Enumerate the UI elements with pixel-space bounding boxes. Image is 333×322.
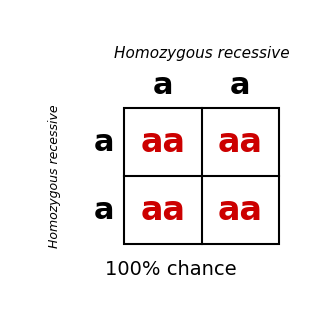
Text: aa: aa: [141, 126, 185, 159]
Text: Homozygous recessive: Homozygous recessive: [114, 46, 289, 61]
Text: a: a: [153, 71, 173, 100]
Text: aa: aa: [218, 126, 263, 159]
Text: aa: aa: [141, 194, 185, 227]
Bar: [124, 108, 279, 244]
Text: a: a: [93, 196, 114, 225]
Text: a: a: [93, 128, 114, 157]
Text: a: a: [230, 71, 251, 100]
Text: 100% chance: 100% chance: [105, 260, 236, 279]
Text: aa: aa: [218, 194, 263, 227]
Text: Homozygous recessive: Homozygous recessive: [48, 104, 61, 248]
